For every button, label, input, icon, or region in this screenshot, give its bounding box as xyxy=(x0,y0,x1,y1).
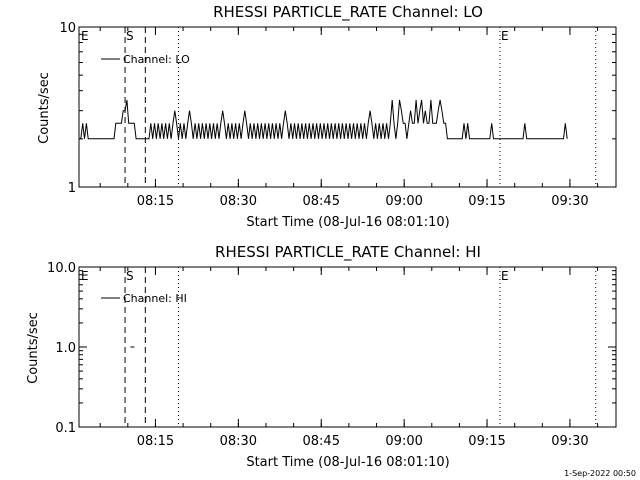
lo-x-tick-label: 08:30 xyxy=(220,194,257,209)
lo-marker-label: S xyxy=(126,29,134,43)
hi-x-tick-label: 09:30 xyxy=(551,434,588,449)
hi-chart-title: RHESSI PARTICLE_RATE Channel: HI xyxy=(215,243,481,262)
lo-x-tick-label: 09:30 xyxy=(551,194,588,209)
footer-timestamp: 1-Sep-2022 00:50 xyxy=(564,469,636,478)
hi-marker-label: E xyxy=(81,269,89,283)
hi-x-tick-label: 08:30 xyxy=(220,434,257,449)
lo-marker-label: E xyxy=(501,29,509,43)
lo-x-tick-label: 09:15 xyxy=(468,194,505,209)
lo-x-axis-label: Start Time (08-Jul-16 08:01:10) xyxy=(246,215,449,230)
hi-plot-frame xyxy=(78,266,617,428)
hi-marker-label: E xyxy=(501,269,509,283)
hi-x-tick-label: 09:15 xyxy=(468,434,505,449)
hi-channel-panel: RHESSI PARTICLE_RATE Channel: HI Start T… xyxy=(26,243,617,470)
hi-y-tick-label: 1.0 xyxy=(55,341,76,356)
lo-y-tick-label: 1 xyxy=(68,181,76,196)
lo-y-tick-label: 10 xyxy=(59,21,76,36)
lo-channel-panel: RHESSI PARTICLE_RATE Channel: LO Start T… xyxy=(37,3,617,230)
lo-x-tick-label: 08:15 xyxy=(137,194,174,209)
hi-x-tick-label: 09:00 xyxy=(385,434,422,449)
lo-marker-label: E xyxy=(81,29,89,43)
hi-x-axis-label: Start Time (08-Jul-16 08:01:10) xyxy=(246,455,449,470)
lo-y-axis-label: Counts/sec xyxy=(37,72,52,144)
hi-y-tick-label: 10.0 xyxy=(47,261,76,276)
lo-series-line xyxy=(79,99,568,140)
lo-chart-title: RHESSI PARTICLE_RATE Channel: LO xyxy=(213,3,483,22)
hi-y-tick-label: 0.1 xyxy=(55,421,76,436)
hi-x-tick-label: 08:15 xyxy=(137,434,174,449)
hi-legend-label: Channel: HI xyxy=(123,292,187,305)
lo-legend-label: Channel: LO xyxy=(123,53,190,66)
lo-x-tick-label: 09:00 xyxy=(385,194,422,209)
lo-plot-frame xyxy=(78,26,617,188)
hi-x-tick-label: 08:45 xyxy=(303,434,340,449)
lo-x-tick-label: 08:45 xyxy=(303,194,340,209)
hi-y-axis-label: Counts/sec xyxy=(26,312,41,384)
hi-marker-label: S xyxy=(126,269,134,283)
